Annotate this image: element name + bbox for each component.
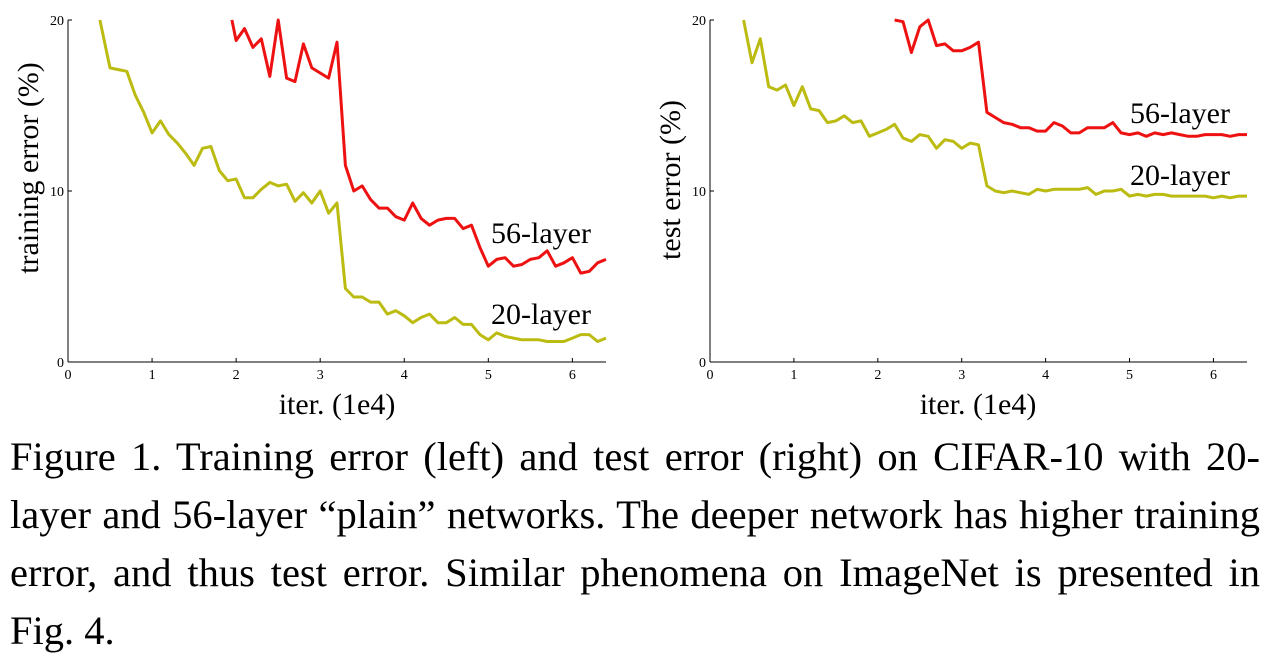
x-tick-label: 4 [401, 368, 408, 383]
x-tick-label: 5 [1126, 368, 1133, 383]
series-line-56-layer [894, 18, 1247, 138]
tick-group: 0 1 2 3 4 5 6 0 10 20 [692, 14, 1217, 383]
x-axis-label: iter. (1e4) [920, 388, 1037, 421]
training-error-chart: 0 1 2 3 4 5 6 0 10 20 iter. (1e4) training error … [12, 14, 607, 421]
x-tick-label: 3 [317, 368, 324, 383]
x-tick-label: 2 [233, 368, 240, 383]
x-tick-label: 6 [1210, 368, 1217, 383]
y-tick-label: 10 [50, 185, 64, 200]
x-tick-label: 3 [958, 368, 965, 383]
x-tick-label: 1 [149, 368, 156, 383]
series-lines [98, 18, 607, 343]
y-axis-label: test error (%) [654, 100, 687, 260]
series-lines [742, 18, 1247, 200]
x-tick-label: 5 [485, 368, 492, 383]
series-line-20-layer [742, 19, 1247, 200]
x-axis-label: iter. (1e4) [279, 388, 396, 421]
y-tick-label: 0 [57, 356, 64, 371]
series-label-20-layer: 20-layer [491, 298, 591, 331]
y-axis-label: training error (%) [12, 62, 45, 274]
series-label-56-layer: 56-layer [491, 217, 591, 250]
y-tick-label: 10 [692, 185, 706, 200]
series-line-56-layer [230, 18, 607, 275]
x-tick-label: 0 [65, 368, 72, 383]
y-tick-label: 20 [50, 14, 64, 29]
figure-caption: Figure 1. Training error (left) and test… [10, 434, 1260, 653]
y-tick-label: 0 [699, 356, 706, 371]
x-tick-label: 4 [1042, 368, 1049, 383]
y-tick-label: 20 [692, 14, 706, 29]
series-label-56-layer: 56-layer [1130, 97, 1230, 130]
x-tick-label: 1 [790, 368, 797, 383]
x-tick-label: 2 [874, 368, 881, 383]
x-tick-label: 0 [707, 368, 714, 383]
tick-group: 0 1 2 3 4 5 6 0 10 20 [50, 14, 576, 383]
series-line-20-layer [98, 19, 607, 343]
series-label-20-layer: 20-layer [1130, 159, 1230, 192]
x-tick-label: 6 [569, 368, 576, 383]
